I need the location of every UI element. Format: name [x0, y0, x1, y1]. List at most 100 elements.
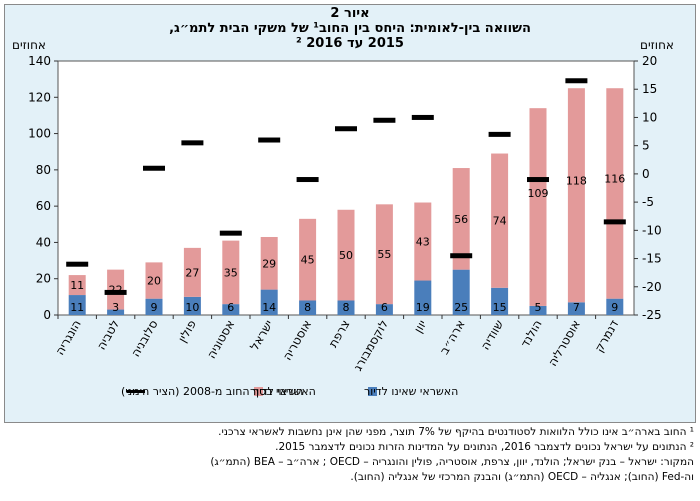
bar-housing: [567, 88, 585, 303]
bar-label-housing: 45: [301, 254, 315, 267]
change-marker: [143, 165, 165, 171]
change-marker: [565, 78, 588, 84]
right-axis-tick-label: -15: [642, 252, 662, 266]
change-marker: [335, 126, 357, 132]
figure-label: איור 2: [330, 6, 370, 21]
bar-label-non-housing: 9: [151, 301, 158, 314]
bar-non-housing: [606, 298, 624, 315]
category-label: הונגריה: [53, 318, 84, 358]
change-marker: [66, 261, 89, 267]
bar-housing: [414, 202, 432, 281]
legend-swatch-non-housing: [368, 387, 377, 396]
left-axis-tick-label: 120: [28, 90, 51, 104]
bar-housing: [529, 108, 547, 306]
bar-non-housing: [260, 289, 278, 315]
change-marker: [373, 117, 396, 123]
left-axis-tick-label: 40: [36, 235, 51, 249]
bar-housing: [260, 236, 278, 290]
bar-non-housing: [414, 280, 432, 315]
left-axis-tick-label: 100: [28, 127, 51, 141]
bar-housing: [183, 247, 201, 297]
category-label: הולנד: [518, 318, 545, 350]
bar-housing: [375, 204, 393, 305]
bar-housing: [68, 275, 86, 296]
left-axis-unit: אחוזים: [12, 38, 46, 52]
bar-label-non-housing: 7: [573, 301, 580, 314]
category-label: שוודיה: [478, 317, 506, 352]
bar-housing: [491, 153, 509, 288]
left-axis-tick-label: 0: [43, 308, 51, 322]
chart-title-line1: השוואה בין-לאומית: היחס בין החוב¹ של משק…: [169, 21, 531, 36]
bar-label-non-housing: 8: [343, 301, 350, 314]
legend-label-non-housing: האשראי שאינו לדיור: [364, 385, 458, 398]
category-label: פולין: [175, 318, 199, 345]
bar-non-housing: [491, 287, 509, 315]
bar-housing: [452, 168, 470, 270]
category-label: סלובניה: [128, 317, 160, 359]
bar-label-housing: 56: [454, 213, 468, 226]
bar-housing: [145, 262, 163, 299]
category-label: יוון: [411, 318, 429, 336]
change-marker: [411, 114, 434, 120]
bar-label-non-housing: 8: [304, 301, 311, 314]
bar-non-housing: [452, 269, 470, 315]
bar-label-housing: 43: [416, 236, 430, 249]
bar-label-housing: 50: [339, 249, 353, 262]
bar-label-non-housing: 9: [611, 301, 618, 314]
bar-non-housing: [299, 300, 317, 315]
category-label: לטביה: [94, 318, 122, 353]
legend-swatch-change: [127, 390, 145, 393]
bar-non-housing: [567, 302, 585, 315]
change-marker: [296, 177, 319, 183]
category-label: אוסטריה: [280, 318, 314, 363]
bar-non-housing: [222, 304, 240, 315]
left-axis-tick-label: 60: [36, 199, 51, 213]
left-axis-tick-label: 80: [36, 163, 51, 177]
change-marker: [258, 137, 281, 143]
source-line-2: וה-Fed (החוב); אנגליה – OECD (התמ״ג) והב…: [350, 471, 694, 483]
bar-label-housing: 20: [147, 275, 161, 288]
right-axis-unit: אחוזים: [640, 38, 674, 52]
category-label: אוסטרליה: [545, 318, 583, 369]
right-axis-tick-label: -25: [642, 308, 662, 322]
bar-label-housing: 116: [604, 173, 625, 186]
change-marker: [603, 219, 626, 225]
footnote-2: ² הנתונים על ישראל נכונים לדצמבר 2016, ה…: [275, 441, 694, 453]
category-label: לוקסמבורג: [351, 318, 391, 374]
bar-non-housing: [107, 309, 125, 315]
bar-label-housing: 55: [377, 248, 391, 261]
change-marker: [488, 131, 511, 137]
category-label: אסטוניה: [204, 318, 237, 362]
bar-label-non-housing: 19: [416, 301, 430, 314]
bar-housing: [299, 218, 317, 301]
bar-label-housing: 74: [493, 215, 507, 228]
legend-label-change: השינוי בסך החוב מ-2008 (הציר הימני): [121, 385, 303, 398]
bar-housing: [606, 88, 624, 299]
bar-non-housing: [145, 298, 163, 315]
bar-housing: [222, 240, 240, 305]
bar-label-housing: 27: [185, 266, 199, 279]
category-label: דנמרק: [592, 317, 622, 355]
change-marker: [527, 177, 549, 183]
bar-label-non-housing: 6: [381, 301, 388, 314]
right-axis-tick-label: 0: [642, 167, 650, 181]
right-axis-tick-label: -20: [642, 280, 662, 294]
bar-label-non-housing: 15: [493, 301, 507, 314]
bar-chart: 0 20 40 60 80 100 120 140 -25 -20 -15 -10 -5 0 5 10 15 20…: [28, 54, 662, 398]
bar-housing: [107, 269, 125, 310]
footnotes: ¹ החוב בארה״ב אינו כולל הלוואות לסטודנטי…: [8, 425, 694, 485]
category-label: ארה״ב: [437, 318, 468, 357]
change-marker: [450, 253, 473, 259]
bar-non-housing: [68, 295, 86, 315]
right-axis-tick-label: -10: [642, 223, 662, 237]
change-marker: [219, 230, 242, 236]
right-axis-tick-label: 5: [642, 139, 650, 153]
bar-label-non-housing: 25: [454, 301, 468, 314]
chart-title-line2: 2015 עד 2016 ²: [296, 36, 404, 51]
bar-label-non-housing: 11: [70, 301, 84, 314]
bar-non-housing: [375, 304, 393, 315]
left-axis-tick-label: 140: [28, 54, 51, 68]
bar-housing: [337, 209, 355, 301]
bar-label-non-housing: 6: [227, 301, 234, 314]
right-axis-tick-label: 20: [642, 54, 657, 68]
